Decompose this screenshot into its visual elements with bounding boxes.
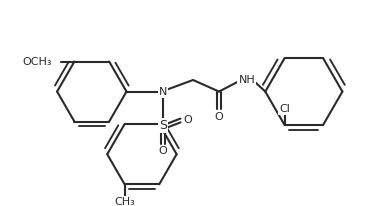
Text: CH₃: CH₃	[114, 197, 135, 206]
Text: Cl: Cl	[279, 104, 290, 114]
Text: OCH₃: OCH₃	[23, 56, 52, 67]
Text: O: O	[44, 56, 53, 67]
Text: NH: NH	[239, 75, 256, 85]
Text: O: O	[184, 116, 193, 125]
Text: S: S	[159, 119, 167, 132]
Text: O: O	[159, 146, 168, 156]
Text: O: O	[215, 112, 223, 122]
Text: N: N	[159, 87, 167, 97]
